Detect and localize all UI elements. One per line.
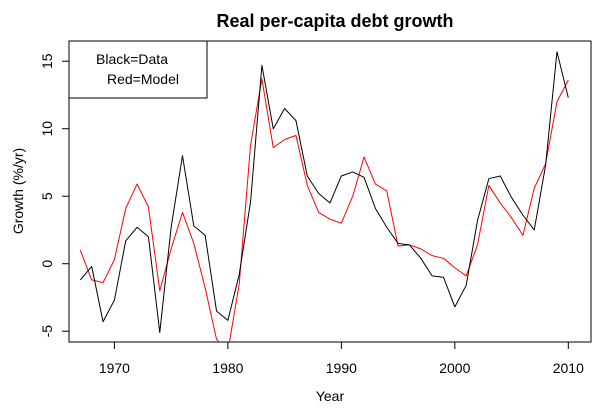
y-tick-label: 5 [39,192,55,200]
legend-entry-model: Red=Model [107,71,179,87]
legend-box [68,40,208,99]
x-tick-label: 1990 [326,360,357,376]
y-tick-label: -5 [39,325,55,338]
y-tick-label: 0 [39,260,55,268]
x-axis: 1970 1980 1990 2000 2010 [99,341,584,376]
legend-entry-data: Black=Data [96,51,168,67]
series-layer [79,51,569,342]
y-axis: -5 0 5 10 15 [39,53,70,338]
y-tick-label: 10 [39,121,55,137]
x-tick-label: 1970 [99,360,130,376]
series-line-data [79,51,569,334]
x-tick-label: 2000 [439,360,470,376]
x-axis-label: Year [316,388,345,404]
y-tick-label: 15 [39,53,55,69]
x-tick-label: 1980 [212,360,243,376]
y-axis-label: Growth (%/yr) [10,148,26,234]
x-tick-label: 2010 [553,360,584,376]
legend: Black=Data Red=Model [68,40,208,99]
series-line-model [79,78,569,342]
chart-title: Real per-capita debt growth [216,11,453,31]
